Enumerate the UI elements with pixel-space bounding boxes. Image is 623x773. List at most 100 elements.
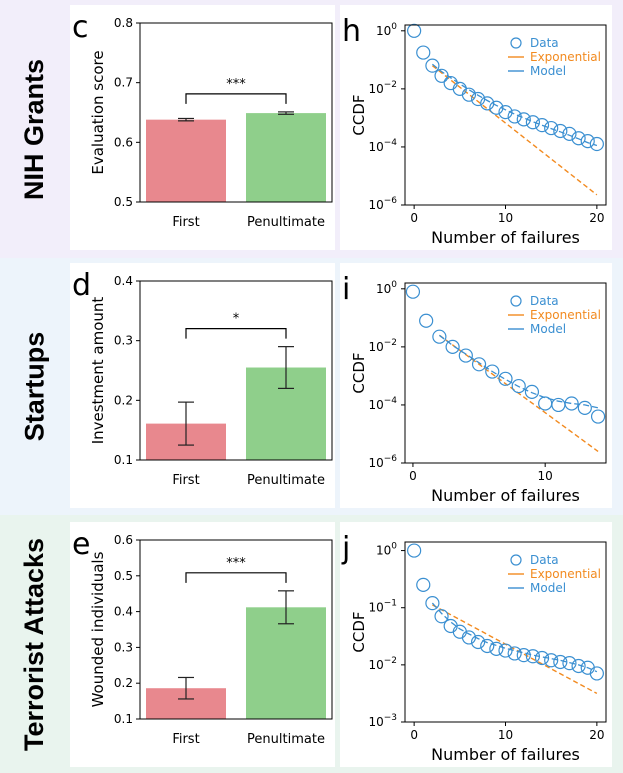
legend-model-label: Model: [530, 581, 566, 595]
y-tick-label: 0.8: [114, 16, 133, 30]
data-point: [470, 91, 486, 107]
data-point: [571, 658, 586, 674]
x-tick-label: Penultimate: [247, 732, 325, 747]
y-tick-label: 10−2: [368, 656, 397, 672]
legend-model-label: Model: [530, 64, 566, 78]
data-point: [525, 115, 541, 130]
data-point: [562, 126, 577, 141]
y-tick-label: 10−6: [368, 196, 397, 212]
data-point: [452, 624, 467, 639]
bar-penultimate: [246, 607, 326, 719]
data-point: [425, 596, 440, 611]
data-point: [516, 648, 531, 663]
x-axis-label: Number of failures: [431, 745, 580, 764]
y-tick-label: 0.4: [114, 605, 133, 619]
legend-data-marker: [510, 37, 522, 49]
y-tick-label: 10−6: [368, 454, 397, 470]
panel-j-card: j CCDF Number of failures 0 10 20 100 10−1 10−2 1…: [340, 522, 612, 767]
data-point: [516, 112, 531, 127]
y-tick-label: 0.1: [114, 453, 133, 467]
panel-letter: d: [72, 268, 91, 303]
model-line: [431, 602, 598, 673]
data-point: [589, 136, 604, 152]
x-tick-label: Penultimate: [247, 215, 325, 230]
row-title-nih: NIH Grants: [19, 58, 50, 200]
row-title-startups: Startups: [19, 331, 50, 442]
y-tick-label: 0.4: [114, 274, 133, 288]
ccdf-chart-h: h CCDF Number of failures 0 10 20 100 10−2 10−4 1…: [342, 14, 607, 247]
panel-d-card: d Investment amount 0.1 0.2 0.3 0.4 First Penul…: [70, 263, 335, 508]
data-point: [489, 641, 504, 656]
bar-first: [146, 119, 226, 202]
exponential-line: [431, 65, 598, 196]
data-point: [485, 364, 500, 379]
x-tick-label: First: [172, 473, 199, 488]
data-point: [590, 409, 606, 424]
x-tick-label: 0: [410, 211, 418, 225]
data-point: [461, 87, 477, 102]
y-tick-label: 10−4: [368, 396, 397, 412]
data-point: [458, 348, 473, 363]
x-tick-label: 20: [589, 211, 604, 225]
data-point: [434, 68, 449, 83]
data-point: [551, 397, 566, 413]
data-point: [452, 81, 467, 96]
legend-data-label: Data: [530, 294, 559, 308]
x-tick-label: 10: [498, 211, 513, 225]
axes-frame: [404, 24, 607, 206]
y-axis-label: Wounded individuals: [89, 551, 107, 707]
axes-frame: [139, 539, 333, 720]
x-axis-label: Number of failures: [431, 486, 580, 505]
y-axis-label: CCDF: [350, 352, 368, 393]
data-point: [577, 400, 592, 415]
x-tick-label: First: [172, 732, 199, 747]
panel-e-card: e Wounded individuals 0.1 0.2 0.3 0.4 0.5 0.6 Fi…: [70, 522, 335, 767]
data-point: [507, 646, 522, 661]
y-tick-label: 10−4: [368, 138, 397, 154]
legend-data-label: Data: [530, 553, 559, 567]
data-point: [480, 96, 495, 111]
significance-bracket: [185, 328, 287, 339]
panel-c-card: c Evaluation score 0.5 0.6 0.7 0.8 First Penult…: [70, 5, 335, 250]
data-point: [416, 45, 431, 60]
data-point: [498, 371, 513, 386]
bar-penultimate: [246, 113, 326, 202]
x-tick-label: Penultimate: [247, 473, 325, 488]
y-tick-label: 0.6: [114, 533, 133, 547]
y-tick-label: 0.6: [114, 135, 133, 149]
y-tick-label: 0.1: [114, 712, 133, 726]
y-tick-label: 10−2: [368, 338, 397, 354]
exponential-line: [432, 604, 598, 695]
y-tick-label: 100: [376, 22, 397, 38]
data-point: [580, 134, 595, 149]
panel-letter: c: [72, 10, 89, 45]
x-tick-label: 0: [409, 469, 417, 483]
significance-label: ***: [226, 556, 246, 571]
ccdf-chart-i: i CCDF Number of failures 0 10 100 10−2 10−4 10−…: [342, 272, 607, 505]
data-point: [534, 650, 550, 666]
axes-frame: [139, 22, 333, 203]
x-tick-label: First: [172, 215, 199, 230]
data-point: [416, 577, 431, 592]
data-point: [471, 357, 487, 372]
panel-h-card: h CCDF Number of failures 0 10 20 100 10−2 10−4 1…: [340, 5, 612, 250]
significance-label: *: [233, 312, 240, 327]
model-line: [439, 334, 599, 409]
y-axis-label: CCDF: [350, 611, 368, 652]
data-point: [407, 23, 422, 38]
x-tick-label: 10: [538, 469, 553, 483]
y-axis-label: Evaluation score: [89, 50, 107, 174]
x-tick-label: 10: [498, 728, 513, 742]
panel-letter: e: [72, 527, 90, 562]
data-point: [405, 284, 421, 299]
legend-data-marker: [510, 295, 522, 307]
axes-frame: [404, 541, 607, 723]
data-point: [425, 58, 440, 73]
y-tick-label: 0.3: [114, 334, 133, 348]
y-tick-label: 0.5: [114, 569, 133, 583]
legend-exponential-label: Exponential: [530, 308, 601, 322]
data-point: [445, 339, 460, 354]
y-axis-label: Investment amount: [89, 297, 107, 445]
